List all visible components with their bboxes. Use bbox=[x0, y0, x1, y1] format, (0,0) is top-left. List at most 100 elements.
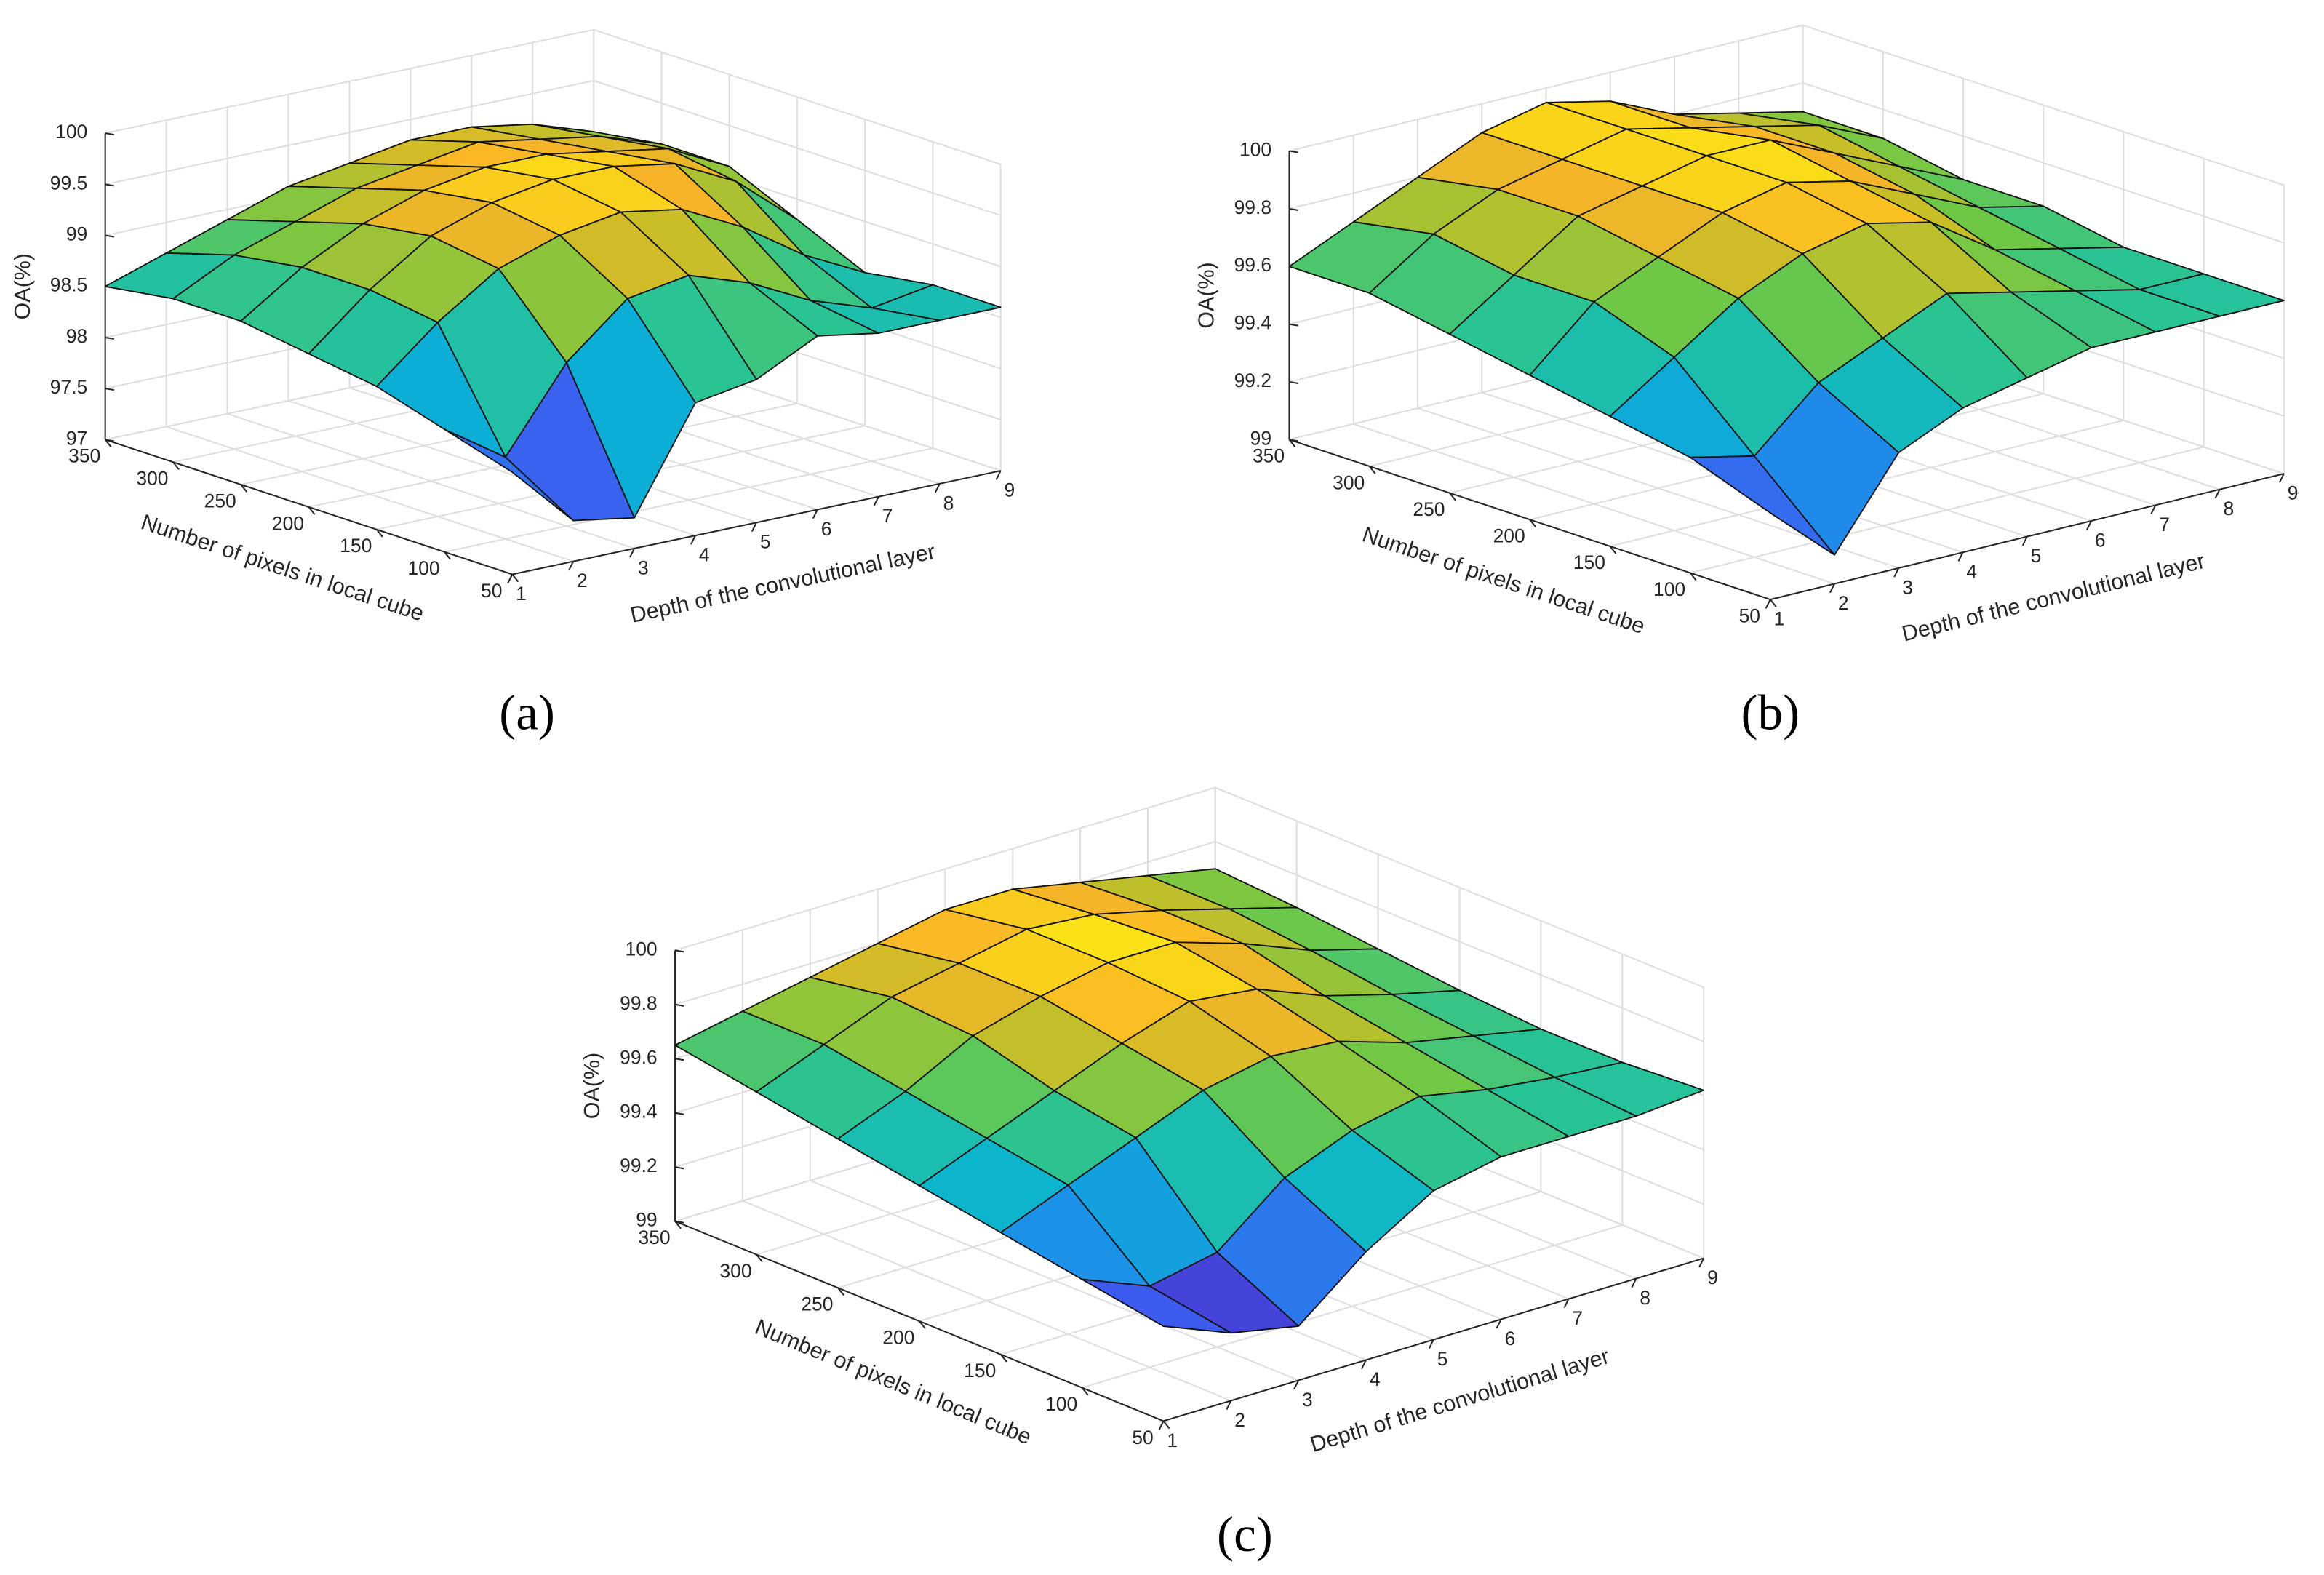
x-tick bbox=[2021, 536, 2028, 546]
z-tick-label: 99.4 bbox=[620, 1101, 657, 1123]
x-tick-label: 3 bbox=[638, 557, 649, 578]
z-tick-label: 99 bbox=[66, 223, 87, 245]
y-tick bbox=[511, 573, 519, 583]
y-tick bbox=[1368, 466, 1376, 474]
x-tick-label: 7 bbox=[882, 505, 893, 527]
x-tick bbox=[2150, 504, 2157, 515]
x-tick-label: 2 bbox=[1838, 592, 1849, 614]
x-tick-label: 2 bbox=[1234, 1409, 1245, 1431]
x-tick-label: 6 bbox=[2095, 529, 2106, 551]
y-tick bbox=[837, 1287, 844, 1296]
x-tick bbox=[2086, 520, 2092, 530]
caption: (a) bbox=[499, 685, 555, 741]
grid-line bbox=[593, 28, 1002, 165]
y-tick-label: 250 bbox=[1413, 498, 1445, 520]
x-tick bbox=[995, 470, 1002, 480]
z-tick bbox=[105, 132, 115, 136]
y-tick bbox=[308, 506, 316, 515]
surface-patch bbox=[444, 428, 575, 522]
z-tick-label: 99.2 bbox=[1234, 370, 1271, 391]
y-tick-label: 150 bbox=[1573, 551, 1605, 573]
y-tick-label: 50 bbox=[1132, 1427, 1153, 1448]
y-tick-label: 50 bbox=[1739, 605, 1760, 626]
z-tick-label: 99 bbox=[1250, 427, 1271, 449]
y-tick-label: 150 bbox=[964, 1360, 996, 1381]
grid-line bbox=[1802, 24, 2285, 186]
x-tick bbox=[1957, 551, 1964, 562]
grid-line bbox=[674, 786, 1216, 952]
y-tick-label: 150 bbox=[340, 535, 372, 557]
z-tick-label: 99.6 bbox=[1234, 254, 1271, 276]
z-tick bbox=[1289, 150, 1298, 153]
y-tick-label: 200 bbox=[272, 512, 304, 534]
caption: (b) bbox=[1741, 685, 1800, 741]
grid-line bbox=[1289, 24, 1803, 152]
z-tick bbox=[1289, 380, 1298, 385]
surface-patch bbox=[1689, 455, 1835, 556]
z-tick-label: 99.4 bbox=[1234, 312, 1271, 334]
y-tick bbox=[104, 439, 112, 448]
y-tick bbox=[756, 1253, 763, 1263]
x-tick-label: 8 bbox=[1640, 1287, 1650, 1309]
z-tick-label: 100 bbox=[55, 121, 87, 143]
z-tick bbox=[1289, 207, 1298, 211]
x-tick-label: 6 bbox=[821, 518, 832, 540]
z-tick-label: 98.5 bbox=[50, 274, 87, 296]
z-tick bbox=[1289, 439, 1298, 442]
x-tick-label: 5 bbox=[1437, 1348, 1448, 1370]
x-tick bbox=[1893, 567, 1900, 578]
x-tick bbox=[2214, 489, 2221, 499]
y-tick bbox=[172, 461, 180, 470]
z-axis-label: OA(%) bbox=[1194, 262, 1219, 329]
grid-line bbox=[1690, 446, 2204, 574]
x-tick-label: 3 bbox=[1902, 576, 1913, 598]
x-tick bbox=[1563, 1299, 1570, 1309]
z-tick bbox=[1289, 323, 1298, 327]
z-tick-label: 100 bbox=[626, 938, 658, 960]
y-tick-label: 350 bbox=[68, 445, 100, 467]
y-tick-label: 350 bbox=[639, 1227, 671, 1248]
z-tick-label: 99.8 bbox=[1234, 196, 1271, 218]
grid-line bbox=[1802, 81, 2285, 244]
x-tick bbox=[1428, 1339, 1434, 1349]
y-tick bbox=[1609, 546, 1617, 554]
x-tick-label: 9 bbox=[2288, 482, 2299, 504]
x-tick-label: 6 bbox=[1505, 1328, 1516, 1349]
y-tick-label: 200 bbox=[882, 1326, 914, 1348]
y-tick-label: 100 bbox=[1045, 1393, 1077, 1415]
x-tick-label: 1 bbox=[516, 583, 527, 605]
z-tick-label: 98 bbox=[66, 325, 87, 347]
x-tick bbox=[1829, 583, 1835, 594]
y-tick bbox=[674, 1221, 682, 1229]
z-tick-label: 99.5 bbox=[50, 172, 87, 194]
y-tick-label: 200 bbox=[1493, 525, 1525, 547]
y-tick bbox=[1449, 492, 1456, 501]
grid-line bbox=[1082, 1224, 1623, 1389]
x-tick bbox=[1293, 1379, 1300, 1390]
x-tick bbox=[873, 496, 879, 506]
x-tick-label: 1 bbox=[1167, 1430, 1178, 1451]
grid-line bbox=[444, 447, 933, 553]
x-axis-label: Depth of the convolutional layer bbox=[1307, 1344, 1612, 1457]
z-tick bbox=[674, 1058, 684, 1061]
x-tick-label: 7 bbox=[1572, 1307, 1583, 1329]
x-tick-label: 5 bbox=[760, 531, 771, 553]
x-axis-label: Depth of the convolutional layer bbox=[1899, 549, 2207, 647]
z-tick bbox=[105, 388, 115, 391]
x-tick bbox=[690, 535, 696, 545]
x-tick-label: 8 bbox=[2223, 498, 2234, 519]
z-tick-label: 99.8 bbox=[620, 992, 657, 1014]
x-tick-label: 9 bbox=[1005, 479, 1015, 501]
z-tick-label: 99.2 bbox=[620, 1155, 657, 1176]
z-tick-label: 99.6 bbox=[620, 1046, 657, 1068]
y-tick-label: 100 bbox=[407, 557, 439, 579]
y-tick bbox=[375, 529, 383, 538]
x-tick-label: 7 bbox=[2159, 514, 2170, 535]
grid-line bbox=[1215, 786, 1704, 989]
x-tick bbox=[2278, 473, 2285, 483]
